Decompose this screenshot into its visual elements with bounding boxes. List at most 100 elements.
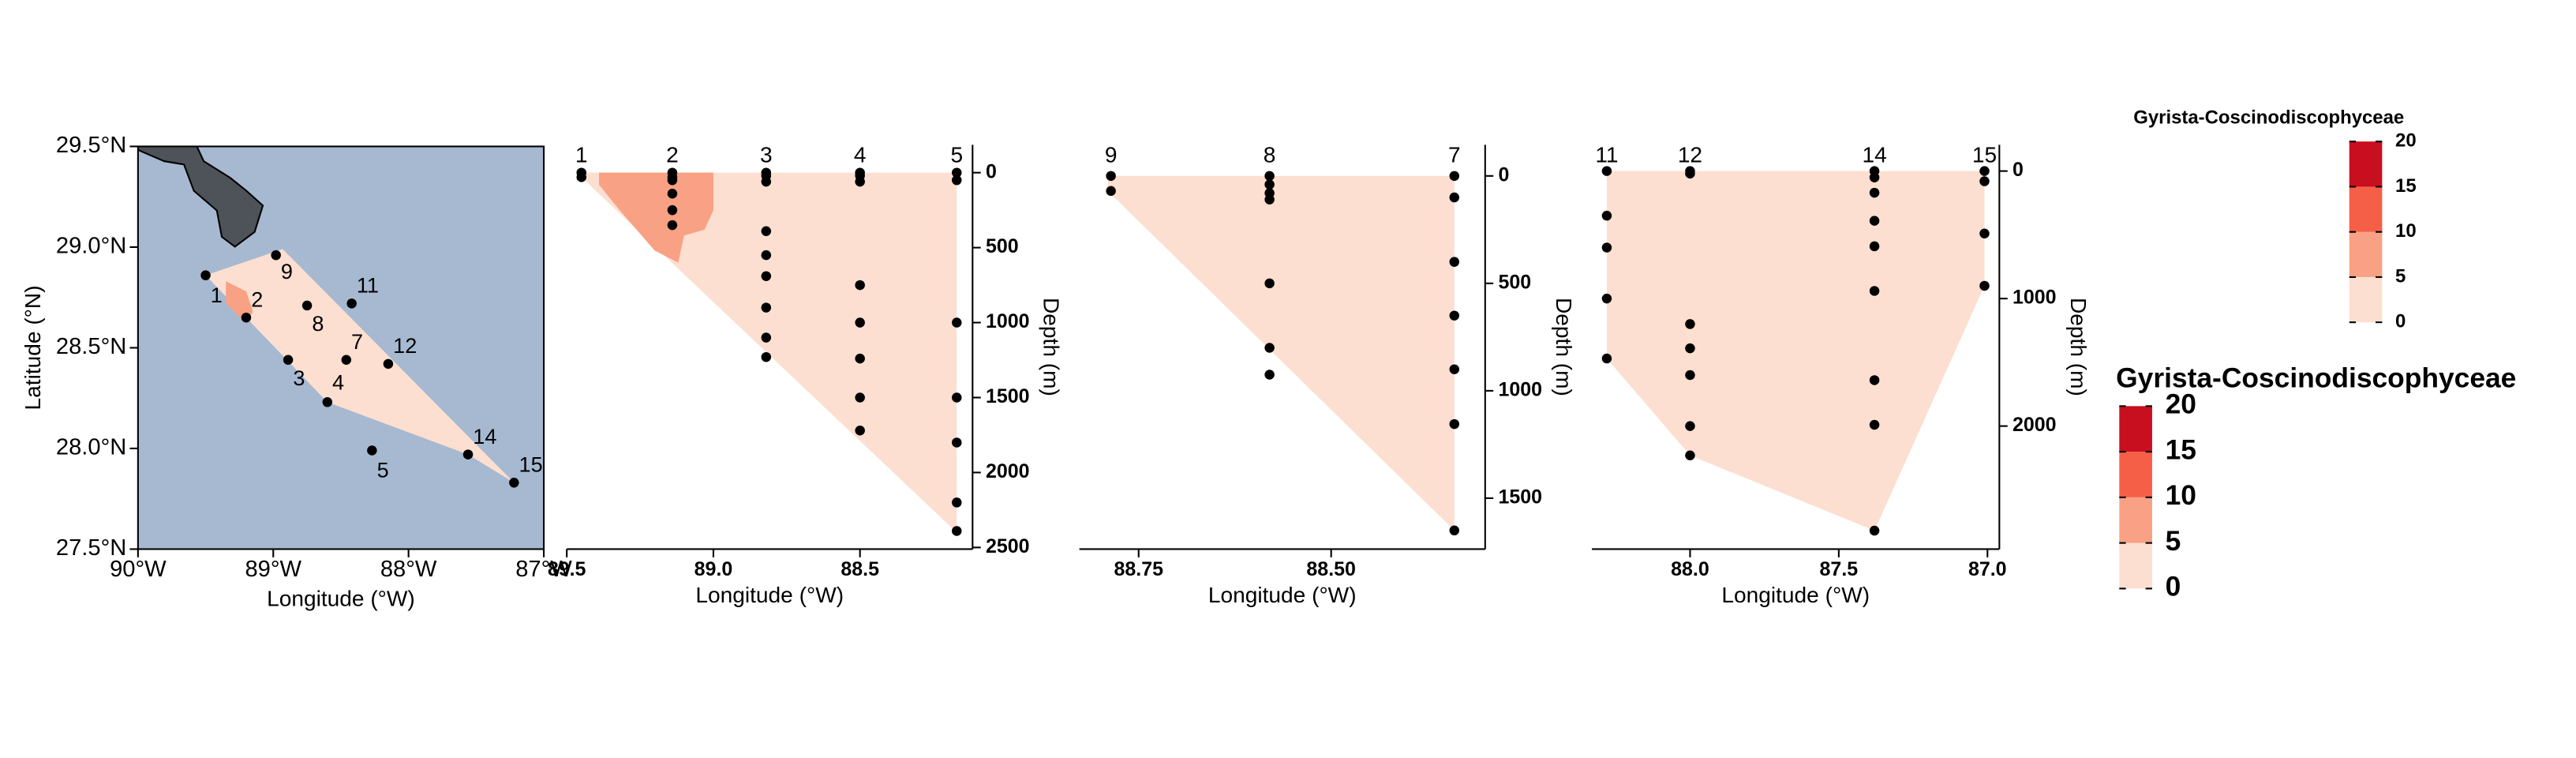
- sample-dot: [952, 526, 962, 536]
- sample-dot: [1979, 280, 1990, 291]
- legend-swatch: [2349, 141, 2383, 187]
- station-label: 11: [1595, 142, 1618, 167]
- station-label: 12: [1678, 142, 1702, 167]
- x-axis-title: Longitude (°W): [1721, 583, 1870, 607]
- sample-dot: [1869, 286, 1880, 296]
- station-label: 3: [293, 366, 305, 390]
- sample-dot: [1264, 171, 1275, 182]
- sample-dot: [1106, 186, 1116, 197]
- sample-dot: [1601, 293, 1612, 304]
- station-label: 15: [1972, 142, 1997, 167]
- legend-label: 5: [2166, 526, 2181, 557]
- sample-dot: [667, 205, 678, 216]
- legend-swatch: [2119, 452, 2152, 497]
- abundance-region: [581, 172, 957, 533]
- sample-dot: [667, 189, 678, 199]
- station-dot: [367, 445, 377, 456]
- station-dot: [283, 355, 294, 365]
- legend-swatch: [2349, 276, 2383, 323]
- sample-dot: [1264, 343, 1275, 353]
- station-dot: [271, 250, 281, 261]
- station-label: 14: [473, 425, 496, 448]
- station-label: 12: [393, 334, 417, 358]
- sample-dot: [952, 174, 962, 186]
- sample-dot: [855, 280, 865, 291]
- sample-dot: [1264, 179, 1275, 190]
- sample-dot: [1449, 171, 1460, 182]
- abundance-region: [205, 249, 515, 483]
- sample-dot: [1601, 210, 1612, 221]
- legend-swatch: [2119, 406, 2152, 452]
- sample-dot: [761, 226, 772, 236]
- legend-swatch: [2349, 231, 2383, 277]
- station-label: 9: [1105, 142, 1118, 167]
- y-tick-label: 1500: [1498, 486, 1542, 508]
- sample-dot: [1449, 525, 1460, 536]
- abundance-region: [1606, 171, 1985, 531]
- legend-swatch: [2349, 186, 2383, 232]
- station-label: 1: [575, 142, 588, 167]
- station-dot: [241, 312, 252, 323]
- sample-dot: [1869, 419, 1880, 430]
- sample-dot: [1601, 166, 1612, 176]
- sample-dot: [1685, 343, 1695, 354]
- x-tick-label: 87.0: [1968, 558, 2007, 580]
- sample-dot: [761, 271, 772, 281]
- station-label: 2: [251, 288, 263, 312]
- sample-dot: [1869, 216, 1880, 226]
- y-tick-label: 500: [1498, 271, 1531, 293]
- sample-dot: [1685, 421, 1695, 431]
- sample-dot: [855, 176, 865, 187]
- y-tick-label: 0: [1498, 163, 1509, 186]
- station-dot: [322, 397, 333, 407]
- sample-dot: [855, 353, 865, 364]
- station-label: 4: [332, 371, 344, 395]
- sample-dot: [1685, 450, 1695, 460]
- station-dot: [462, 449, 474, 460]
- station-dot: [346, 298, 357, 309]
- sample-dot: [1449, 257, 1460, 267]
- sample-dot: [952, 317, 962, 328]
- sample-dot: [1601, 353, 1612, 364]
- legend-title: Gyrista-Coscinodiscophyceae: [2116, 362, 2516, 393]
- y-tick-label: 2000: [986, 460, 1030, 482]
- sample-dot: [761, 250, 772, 261]
- y-axis-title: Depth (m): [1552, 298, 1576, 396]
- station-label: 5: [377, 459, 389, 482]
- x-tick-label: 89.0: [695, 558, 733, 580]
- station-label: 8: [1264, 142, 1276, 167]
- sample-dot: [761, 351, 772, 362]
- sample-dot: [1685, 319, 1695, 329]
- y-tick-label: 1000: [2012, 287, 2057, 309]
- sample-dot: [1869, 172, 1880, 182]
- station-label: 14: [1862, 142, 1886, 167]
- abundance-region: [1107, 175, 1455, 531]
- legend-label: 10: [2166, 480, 2196, 511]
- station-dot: [301, 300, 313, 311]
- y-axis-title: Depth (m): [2066, 298, 2091, 396]
- legend-label: 15: [2395, 175, 2417, 197]
- y-tick-label: 2500: [986, 535, 1030, 557]
- sample-dot: [1869, 241, 1880, 252]
- station-label: 11: [357, 274, 379, 298]
- x-tick-label: 88.75: [1114, 558, 1164, 580]
- station-label: 1: [211, 283, 223, 307]
- station-label: 9: [281, 260, 293, 283]
- y-tick-label: 28.0°N: [56, 435, 126, 460]
- sample-dot: [1449, 192, 1460, 203]
- legend-label: 15: [2166, 434, 2196, 465]
- sample-dot: [855, 392, 865, 403]
- y-axis-title: Latitude (°N): [21, 285, 45, 410]
- y-axis-title: Depth (m): [1039, 298, 1064, 396]
- legend-swatch: [2119, 497, 2152, 543]
- map-area: [137, 146, 545, 550]
- legend-label: 0: [2166, 572, 2181, 602]
- y-tick-label: 29.5°N: [56, 133, 126, 158]
- y-tick-label: 28.5°N: [56, 334, 126, 359]
- x-tick-label: 88.5: [841, 558, 879, 580]
- y-tick-label: 2000: [2012, 414, 2057, 436]
- sample-dot: [855, 426, 865, 436]
- y-tick-label: 1000: [986, 310, 1030, 332]
- station-label: 7: [1448, 142, 1461, 167]
- sample-dot: [952, 392, 962, 403]
